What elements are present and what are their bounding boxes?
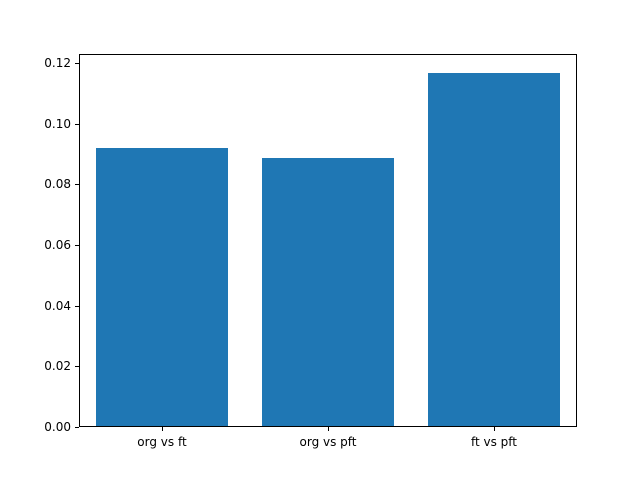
bar-ft-vs-pft: [427, 73, 561, 426]
y-tick-mark: [75, 123, 79, 125]
bar-org-vs-ft: [95, 147, 229, 426]
plot-area: [79, 54, 577, 427]
y-tick-label: 0.12: [44, 56, 71, 71]
y-tick-mark: [75, 305, 79, 307]
y-tick-label: 0.04: [44, 298, 71, 313]
x-tick-mark: [162, 427, 163, 431]
bar-org-vs-pft: [261, 158, 395, 426]
y-tick-mark: [75, 63, 79, 65]
y-tick-mark: [75, 427, 79, 428]
x-tick-label: org vs ft: [137, 435, 187, 449]
y-tick-label: 0.10: [44, 116, 71, 131]
x-tick-mark: [328, 427, 329, 431]
y-tick-mark: [75, 245, 79, 247]
y-tick-mark: [75, 366, 79, 368]
y-tick-label: 0.08: [44, 177, 71, 192]
y-tick-mark: [75, 184, 79, 186]
x-tick-mark: [494, 427, 495, 431]
x-tick-label: ft vs pft: [470, 435, 518, 449]
y-tick-label: 0.02: [44, 359, 71, 374]
y-tick-label: 0.06: [44, 238, 71, 253]
x-tick-label: org vs pft: [299, 435, 357, 449]
y-tick-label: 0.00: [44, 420, 71, 434]
